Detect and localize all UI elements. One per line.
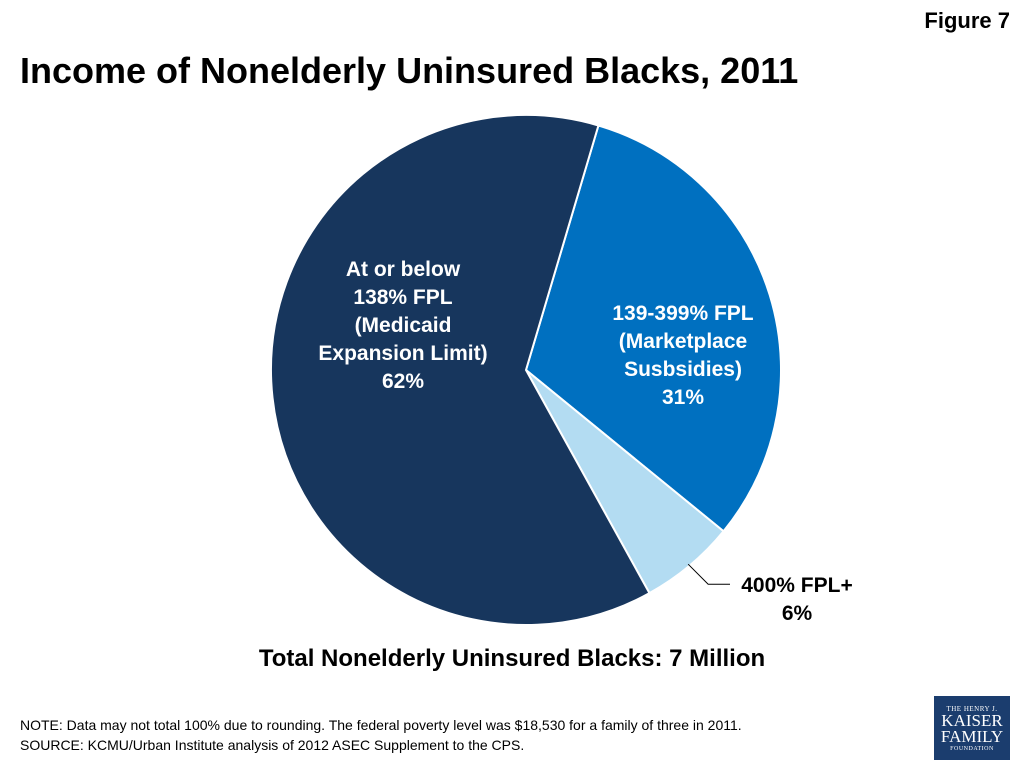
note-text: NOTE: Data may not total 100% due to rou…	[20, 717, 742, 733]
slice-2-leader-line	[687, 563, 730, 585]
logo-line-4: FOUNDATION	[950, 745, 994, 752]
footnote: NOTE: Data may not total 100% due to rou…	[20, 715, 742, 755]
slice-label-1: 139-399% FPL (Marketplace Susbsidies) 31%	[612, 302, 753, 409]
logo-line-3: FAMILY	[940, 726, 1004, 746]
pie-slice-1	[524, 124, 782, 533]
total-label: Total Nonelderly Uninsured Blacks: 7 Mil…	[258, 645, 766, 672]
chart-title: Income of Nonelderly Uninsured Blacks, 2…	[20, 50, 799, 91]
figure-label: Figure 7	[924, 8, 1010, 33]
logo-line-2: KAISER	[941, 710, 1003, 730]
kaiser-logo: THE HENRY J. KAISER FAMILY FOUNDATION	[934, 696, 1010, 760]
pie-slice-0	[270, 114, 651, 626]
slice-label-0: At or below 138% FPL (Medicaid Expansion Li…	[318, 258, 487, 393]
logo-line-1: THE HENRY J.	[946, 704, 998, 713]
source-text: SOURCE: KCMU/Urban Institute analysis of…	[20, 737, 525, 753]
slice-label-2: 400% FPL+ 6%	[741, 574, 852, 625]
